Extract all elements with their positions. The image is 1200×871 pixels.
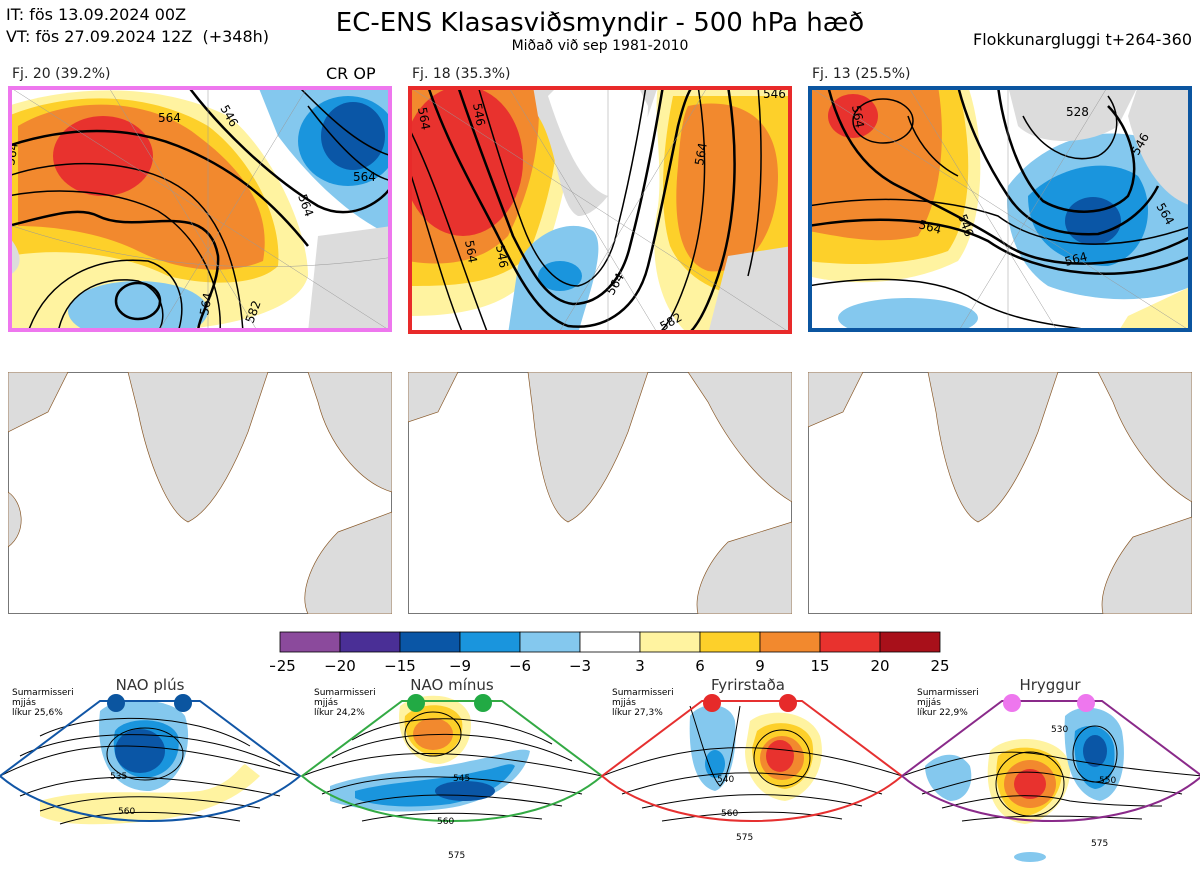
regime-nao-minus: 545 560 575 NAO mínus Sumarmisseri mjjás… xyxy=(300,676,604,861)
cluster-1-tag: CR OP xyxy=(326,64,376,83)
cluster-3-label: Fj. 13 (25.5%) xyxy=(812,66,911,82)
cluster-2-contour-label: 546 xyxy=(763,87,786,101)
cluster-1-contour-label: 564 xyxy=(353,170,376,184)
regime-blocking: 540 560 575 Fyrirstaða Sumarmisseri mjjá… xyxy=(600,676,904,843)
regime-4-note: mjjás xyxy=(917,698,941,708)
cluster-1-contour-label: 564 xyxy=(158,111,181,125)
valid-time: VT: fös 27.09.2024 12Z (+348h) xyxy=(6,27,270,46)
regime-1-dot xyxy=(174,694,192,712)
regime-2-note: mjjás xyxy=(314,698,338,708)
regime-4-border xyxy=(900,700,1200,822)
cluster-1-contour-label: 564 xyxy=(197,292,215,317)
cluster-3-contour-label: 564 xyxy=(917,217,943,236)
cluster-3-contour-label: 528 xyxy=(1066,105,1089,119)
colorbar-tick-label: 15 xyxy=(810,657,829,675)
cluster-2-contour-label: 564 xyxy=(415,106,433,131)
colorbar-cell xyxy=(879,631,941,653)
cluster-1-border xyxy=(8,86,392,332)
colorbar-cell xyxy=(639,631,701,653)
regime-1-name: NAO plús xyxy=(116,676,185,694)
colorbar-cell xyxy=(699,631,761,653)
colorbar-cell xyxy=(399,631,461,653)
regime-4-note: líkur 22,9% xyxy=(917,708,968,718)
empty-map-3 xyxy=(808,372,1192,614)
regime-1-note: líkur 25,6% xyxy=(12,708,63,718)
regime-4-contour-label: 575 xyxy=(1091,839,1108,849)
regime-1-note: Sumarmisseri xyxy=(12,688,74,698)
colorbar-tick-label: −15 xyxy=(384,657,416,675)
cluster-2-contour-label: 564 xyxy=(462,239,480,264)
colorbar-cell xyxy=(339,631,401,653)
cluster-2-contour-label: 564 xyxy=(692,142,710,167)
regime-1-dot xyxy=(107,694,125,712)
regime-3-name: Fyrirstaða xyxy=(711,676,785,694)
colorbar-tick-label: 3 xyxy=(635,657,645,675)
cluster-3-border xyxy=(808,86,1192,332)
regime-4-name: Hryggur xyxy=(1019,676,1081,694)
colorbar-cell xyxy=(819,631,881,653)
regime-2-note: Sumarmisseri xyxy=(314,688,376,698)
colorbar: −25 −20 −15 −9 −6 −3 3 6 9 15 20 25 xyxy=(270,631,950,675)
cluster-3-contour-label: 564 xyxy=(849,104,867,129)
colorbar-cell xyxy=(759,631,821,653)
regime-2-contour-label: 575 xyxy=(448,851,465,861)
classification-window: Flokkunargluggi t+264-360 xyxy=(973,30,1192,49)
cluster-1-label: Fj. 20 (39.2%) xyxy=(12,66,111,82)
cluster-2-border xyxy=(408,86,792,334)
regime-3-dot xyxy=(779,694,797,712)
cluster-2-label: Fj. 18 (35.3%) xyxy=(412,66,511,82)
regime-1-note: mjjás xyxy=(12,698,36,708)
regime-2-contour-label: 560 xyxy=(437,817,454,827)
regime-3-contour-label: 560 xyxy=(721,809,738,819)
regime-4-note: Sumarmisseri xyxy=(917,688,979,698)
page-subtitle: Miðað við sep 1981-2010 xyxy=(511,38,689,54)
cluster-1-map[interactable]: 564 546 564 564 564 582 564 xyxy=(8,86,392,332)
regime-1-border xyxy=(0,700,302,822)
regime-4-contour-label: 550 xyxy=(1099,776,1116,786)
colorbar-cell xyxy=(519,631,581,653)
colorbar-tick-label: 9 xyxy=(755,657,765,675)
cluster-2-contour-label: 546 xyxy=(470,102,488,127)
regime-3-contour-label: 575 xyxy=(736,833,753,843)
colorbar-tick-label: 6 xyxy=(695,657,705,675)
colorbar-cell xyxy=(579,631,641,653)
regime-2-dot xyxy=(474,694,492,712)
regime-2-dot xyxy=(407,694,425,712)
colorbar-tick-label: −20 xyxy=(324,657,356,675)
colorbar-cell xyxy=(279,631,341,653)
cluster-3-map[interactable]: 564 528 546 564 564 564 546 xyxy=(808,86,1192,332)
regime-2-name: NAO mínus xyxy=(410,676,494,694)
empty-map-1 xyxy=(8,372,392,614)
regime-maps: 535 560 NAO plús Sumarmisseri mjjás líku… xyxy=(0,676,1200,862)
regime-ridge: 530 550 575 Hryggur Sumarmisseri mjjás l… xyxy=(900,676,1200,862)
colorbar-tick-label: 20 xyxy=(870,657,889,675)
regime-nao-plus: 535 560 NAO plús Sumarmisseri mjjás líku… xyxy=(0,676,302,825)
regime-3-note: Sumarmisseri xyxy=(612,688,674,698)
colorbar-tick-label: 25 xyxy=(930,657,949,675)
colorbar-tick-label: −9 xyxy=(449,657,471,675)
regime-1-contour-label: 560 xyxy=(118,807,135,817)
cluster-2-map[interactable]: 564 546 564 546 564 564 582 546 xyxy=(408,86,792,334)
regime-4-contour-label: 530 xyxy=(1051,725,1068,735)
regime-1-contour-label: 535 xyxy=(110,772,127,782)
regime-2-contour-label: 545 xyxy=(453,774,470,784)
colorbar-cell xyxy=(459,631,521,653)
regime-2-note: líkur 24,2% xyxy=(314,708,365,718)
init-time: IT: fös 13.09.2024 00Z xyxy=(6,5,187,24)
regime-3-note: líkur 27,3% xyxy=(612,708,663,718)
regime-3-note: mjjás xyxy=(612,698,636,708)
regime-4-dot xyxy=(1077,694,1095,712)
cluster-3-contour-label: 564 xyxy=(1063,249,1089,268)
colorbar-tick-label: −3 xyxy=(569,657,591,675)
empty-map-2 xyxy=(408,372,792,614)
colorbar-tick-label: −6 xyxy=(509,657,531,675)
regime-4-dot xyxy=(1003,694,1021,712)
regime-3-contour-label: 540 xyxy=(717,775,734,785)
colorbar-tick-label: −25 xyxy=(270,657,296,675)
page-title: EC-ENS Klasasviðsmyndir - 500 hPa hæð xyxy=(335,8,865,38)
cluster-2-contour-label: 546 xyxy=(493,244,511,269)
regime-3-dot xyxy=(703,694,721,712)
